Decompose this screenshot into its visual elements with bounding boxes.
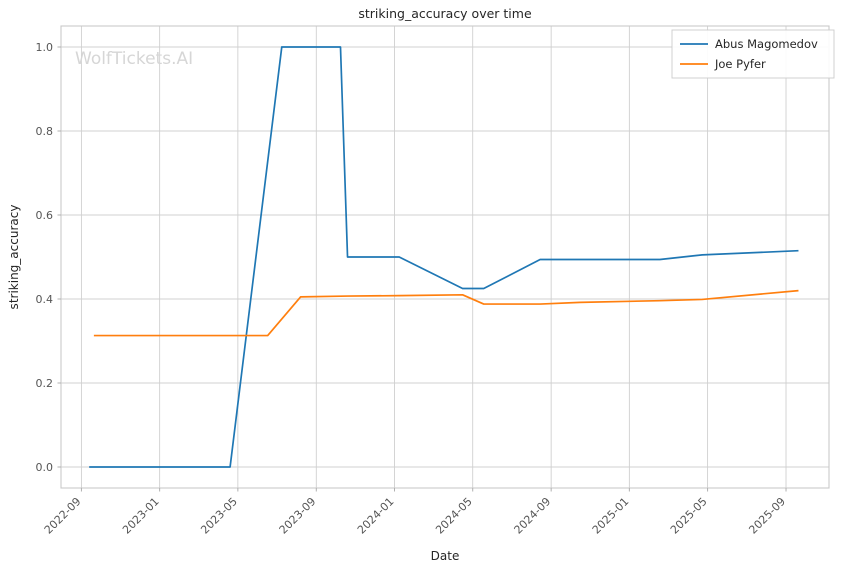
legend-box — [671, 29, 835, 79]
legend-label[interactable]: Joe Pyfer — [714, 57, 766, 71]
y-axis-ticks: 0.0 0.2 0.4 0.6 0.8 1.0 — [36, 41, 61, 474]
plot-frame — [60, 25, 830, 489]
series-layer — [89, 46, 799, 468]
y-tick-label: 1.0 — [36, 41, 54, 54]
series-line — [93, 289, 799, 337]
y-tick-label: 0.2 — [36, 377, 54, 390]
grid-layer — [61, 26, 829, 488]
watermark-label: WolfTickets.AI — [75, 49, 193, 69]
x-axis-label: Date — [431, 549, 460, 563]
y-tick-label: 0.4 — [36, 293, 54, 306]
chart-title: striking_accuracy over time — [358, 6, 532, 21]
legend-label[interactable]: Abus Magomedov — [715, 37, 818, 51]
chart-legend[interactable]: Abus Magomedov Joe Pyfer — [671, 29, 835, 79]
y-tick-label: 0.6 — [36, 209, 54, 222]
y-axis-label: striking_accuracy — [7, 205, 21, 310]
series-line — [89, 46, 799, 468]
y-tick-label: 0.8 — [36, 125, 54, 138]
y-tick-label: 0.0 — [36, 461, 54, 474]
